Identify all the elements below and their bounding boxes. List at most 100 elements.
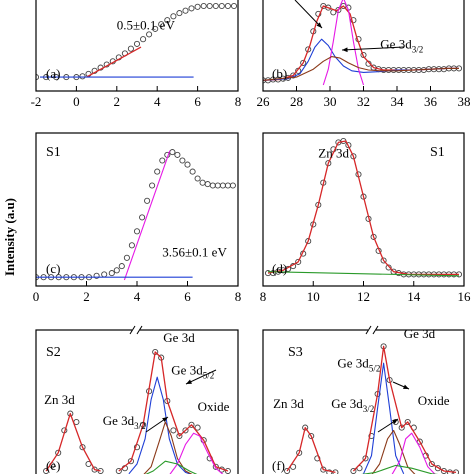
data-point bbox=[133, 40, 141, 47]
annotation-arrowhead bbox=[403, 384, 409, 389]
series-line-fit bbox=[45, 412, 101, 472]
data-point bbox=[350, 17, 357, 24]
annotation-subscript: 3/2 bbox=[134, 421, 146, 431]
data-point bbox=[127, 458, 134, 465]
data-point bbox=[206, 2, 213, 10]
series-line-fit bbox=[286, 426, 336, 474]
series-line-fit bbox=[118, 351, 229, 472]
data-point bbox=[308, 432, 315, 440]
data-point bbox=[194, 424, 201, 431]
data-point bbox=[79, 73, 86, 80]
annotation-arrowhead bbox=[162, 417, 168, 422]
x-tick-label: 36 bbox=[424, 94, 438, 109]
panel-label-a: (a) bbox=[46, 66, 60, 81]
x-tick-label: 2 bbox=[114, 94, 121, 109]
series-line-green bbox=[145, 460, 198, 474]
series-line-magenta bbox=[391, 432, 436, 474]
x-tick-label: -2 bbox=[31, 94, 42, 109]
data-point bbox=[404, 418, 411, 426]
axis-break-gap bbox=[132, 327, 140, 333]
data-point bbox=[67, 410, 74, 417]
panel-label-f: (f) bbox=[272, 458, 285, 473]
annotation-arrowhead bbox=[316, 22, 322, 28]
x-tick-label: 12 bbox=[357, 289, 370, 304]
data-point bbox=[93, 272, 100, 279]
annotation-label: 0.5±0.1 eV bbox=[117, 18, 176, 33]
annotation-arrows bbox=[145, 0, 410, 433]
data-point bbox=[113, 267, 120, 274]
x-tick-label: 10 bbox=[307, 289, 320, 304]
annotation-subscript: 3/2 bbox=[363, 404, 375, 414]
annotation-arrow bbox=[294, 0, 323, 29]
plot-area-b bbox=[263, 0, 463, 86]
data-point bbox=[170, 427, 177, 434]
annotation-label: Ge 3d bbox=[404, 326, 436, 341]
x-tick-label: 30 bbox=[324, 94, 337, 109]
data-point bbox=[212, 2, 219, 10]
data-point bbox=[182, 7, 189, 14]
series-line-fit bbox=[352, 345, 457, 474]
data-point bbox=[154, 168, 161, 175]
series-line-fit bbox=[86, 46, 142, 78]
series-line-blue bbox=[362, 362, 405, 474]
panel-label-b: (b) bbox=[272, 66, 287, 81]
data-point bbox=[428, 460, 435, 468]
data-point bbox=[305, 46, 312, 53]
axis-break-mark bbox=[365, 325, 372, 335]
data-point bbox=[300, 59, 307, 66]
data-point bbox=[123, 254, 130, 261]
x-tick-label: 2 bbox=[83, 289, 90, 304]
data-point bbox=[184, 161, 191, 168]
plot-area-d bbox=[264, 137, 463, 278]
data-point bbox=[416, 438, 423, 445]
data-point bbox=[146, 31, 153, 38]
data-point bbox=[200, 2, 207, 10]
data-point bbox=[218, 2, 225, 10]
x-tick-label: 16 bbox=[458, 289, 472, 304]
axis-break-gap bbox=[368, 327, 376, 333]
series-line-brown bbox=[143, 421, 193, 474]
panel-a: -2 0 2 4 6 8 (a) 0.5±0.1 eV bbox=[31, 0, 241, 109]
annotation-label: Oxide bbox=[198, 399, 230, 414]
data-point bbox=[152, 25, 159, 32]
x-tick-label: 0 bbox=[73, 94, 80, 109]
axis-break-mark bbox=[136, 325, 143, 335]
annotation-arrow bbox=[341, 46, 405, 51]
data-point bbox=[140, 36, 147, 43]
data-point bbox=[176, 432, 183, 440]
x-tick-label: 6 bbox=[184, 289, 191, 304]
sample-label-f: S3 bbox=[288, 345, 303, 360]
data-point bbox=[176, 10, 183, 17]
panel-c: 0 2 4 6 8 (c) S1 3.56±0.1 eV bbox=[33, 132, 241, 304]
series-line-magenta bbox=[169, 432, 224, 474]
panel-label-c: (c) bbox=[46, 261, 60, 276]
x-tick-label: 34 bbox=[391, 94, 405, 109]
axes-frame-f bbox=[262, 329, 465, 474]
series-line-magenta bbox=[322, 0, 365, 86]
axis-break-mark bbox=[372, 325, 379, 335]
data-point bbox=[194, 3, 201, 10]
data-point bbox=[434, 465, 441, 472]
x-tick-label: 4 bbox=[134, 289, 141, 304]
data-point bbox=[79, 444, 86, 451]
data-point bbox=[182, 427, 189, 434]
axis-break-mark bbox=[129, 325, 136, 335]
sample-label-c: S1 bbox=[46, 145, 61, 160]
data-point bbox=[305, 238, 312, 245]
sample-label-e: S2 bbox=[46, 345, 61, 360]
data-point bbox=[188, 5, 195, 12]
x-tick-label: 0 bbox=[33, 289, 40, 304]
plot-area-a bbox=[36, 2, 238, 81]
annotation-label: 3.56±0.1 eV bbox=[162, 244, 227, 259]
data-point bbox=[108, 270, 115, 277]
x-tick-label: 32 bbox=[357, 94, 370, 109]
data-point bbox=[174, 151, 181, 158]
data-point bbox=[139, 214, 146, 221]
series-line-green bbox=[361, 464, 439, 474]
annotation-subscript: 5/2 bbox=[203, 370, 215, 380]
x-tick-label: 14 bbox=[407, 289, 421, 304]
data-point bbox=[128, 242, 135, 249]
